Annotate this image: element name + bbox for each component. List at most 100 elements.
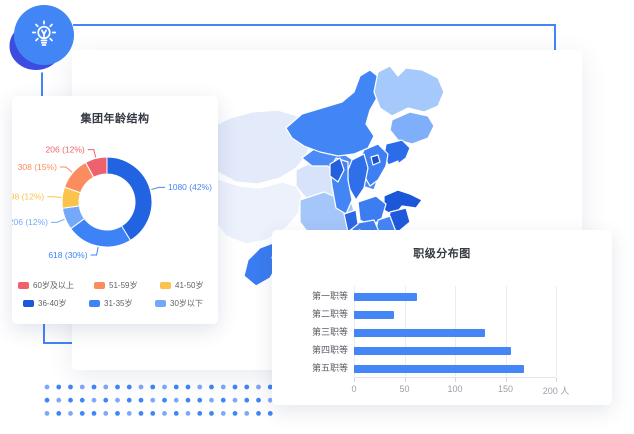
decor-dot [162, 384, 167, 390]
decor-dot [91, 384, 97, 390]
decor-dot [138, 411, 144, 416]
bar-第五职等[interactable] [354, 364, 524, 373]
legend-swatch [94, 282, 105, 289]
decor-dot [126, 411, 132, 416]
bar-row [354, 328, 556, 337]
axis-tick [404, 378, 406, 382]
legend-item-41-50岁[interactable]: 41-50岁 [160, 280, 212, 291]
bohai-sea-notch [387, 160, 402, 183]
decor-dot [232, 384, 238, 390]
level-distribution-card: 职级分布图 0 50 100 150 200 人 第一职等 第二职等 第三职等 第四职等 第五职等 [272, 230, 612, 405]
donut-label-line [90, 247, 99, 256]
donut-label-line [87, 149, 97, 158]
province-北京[interactable] [370, 154, 381, 166]
decor-dot [185, 397, 191, 403]
legend-label: 30岁以下 [170, 299, 203, 308]
province-山东[interactable] [383, 189, 423, 217]
connector-line-vertical-right [554, 24, 556, 52]
province-黑龙江[interactable] [373, 65, 445, 117]
decor-dot [138, 397, 144, 403]
decor-dot [150, 384, 156, 390]
legend-item-36-40岁[interactable]: 36-40岁 [23, 298, 75, 309]
legend-item-51-59岁[interactable]: 51-59岁 [94, 280, 146, 291]
decor-dot [173, 397, 179, 403]
decor-dot [267, 411, 273, 416]
legend-item-31-35岁[interactable]: 31-35岁 [89, 298, 141, 309]
connector-line-vertical-badge [41, 56, 43, 97]
x-tick-label: 50 [399, 384, 410, 394]
decor-dot [209, 384, 214, 390]
decor-dot [209, 411, 214, 416]
donut-segment-31-35岁[interactable] [70, 217, 132, 248]
decor-dot [256, 384, 261, 390]
axis-tick [354, 378, 355, 382]
decor-dot [68, 397, 73, 403]
decor-dot [44, 397, 50, 403]
decor-dot [150, 397, 156, 403]
legend-swatch [160, 282, 171, 289]
axis-tick [455, 378, 456, 382]
decor-dot [138, 384, 144, 390]
decor-dot [44, 411, 50, 416]
decor-dot [79, 384, 85, 390]
decor-dot [68, 411, 73, 416]
decor-dot [162, 411, 167, 416]
decor-dot [185, 384, 191, 390]
bar-category-label: 第一职等 [311, 291, 348, 301]
legend-swatch [89, 300, 100, 307]
decor-dot [173, 411, 179, 416]
decor-dot [220, 411, 226, 416]
province-内蒙古[interactable] [285, 69, 381, 157]
decor-dot [220, 397, 226, 403]
bar-第一职等[interactable] [354, 292, 417, 301]
bar-第三职等[interactable] [354, 328, 486, 337]
decor-dot-grid [44, 384, 273, 416]
province-重庆[interactable] [343, 209, 359, 233]
bar-category-label: 第三职等 [311, 327, 348, 337]
bar-row [354, 346, 556, 355]
decor-dot [220, 384, 226, 390]
axis-tick [556, 378, 557, 382]
donut-segment-36-40岁[interactable] [106, 156, 153, 242]
province-宁夏[interactable] [329, 157, 345, 183]
age-structure-card: 集团年龄结构 1080 (42%) 618 (30%) 206 (12%) 198 (… [12, 96, 218, 324]
decor-dot [244, 411, 250, 416]
decor-dot [162, 397, 167, 403]
decor-dot [150, 411, 156, 416]
decor-dot [56, 384, 62, 390]
donut-label-line [151, 186, 165, 191]
province-吉林[interactable] [389, 111, 435, 145]
donut-segment-label: 618 (30%) [48, 250, 87, 260]
decor-dot [103, 384, 109, 390]
decor-dot [173, 384, 179, 390]
decor-dot [267, 397, 273, 403]
bar-第二职等[interactable] [354, 310, 395, 319]
decor-dot [267, 384, 273, 390]
bar-第四职等[interactable] [354, 346, 511, 355]
china-choropleth-map [205, 65, 445, 287]
bar-category-label: 第五职等 [311, 363, 348, 373]
decor-dot [103, 411, 109, 416]
decor-dot [56, 411, 62, 416]
age-donut-chart: 1080 (42%) 618 (30%) 206 (12%) 198 (12%) 308… [12, 144, 212, 260]
legend-item-60岁及以上[interactable]: 60岁及以上 [18, 280, 80, 291]
decor-dot [256, 411, 261, 416]
donut-segment-60岁及以上[interactable] [84, 156, 108, 179]
province-河南[interactable] [357, 195, 387, 227]
axis-tick [505, 378, 507, 382]
legend-label: 31-35岁 [104, 299, 133, 308]
decor-dot [56, 397, 62, 403]
legend-item-30岁以下[interactable]: 30岁以下 [155, 298, 207, 309]
decor-dot [103, 397, 109, 403]
decor-dot [197, 411, 203, 416]
decor-dot [79, 397, 85, 403]
decor-dot [185, 411, 191, 416]
decor-dot [244, 384, 250, 390]
bar-row [354, 292, 556, 301]
legend-row: 36-40岁 31-35岁 30岁以下 [23, 298, 207, 309]
decor-dot [126, 384, 132, 390]
decor-dot [256, 397, 261, 403]
legend-swatch [155, 300, 166, 307]
donut-label-line [47, 196, 62, 198]
